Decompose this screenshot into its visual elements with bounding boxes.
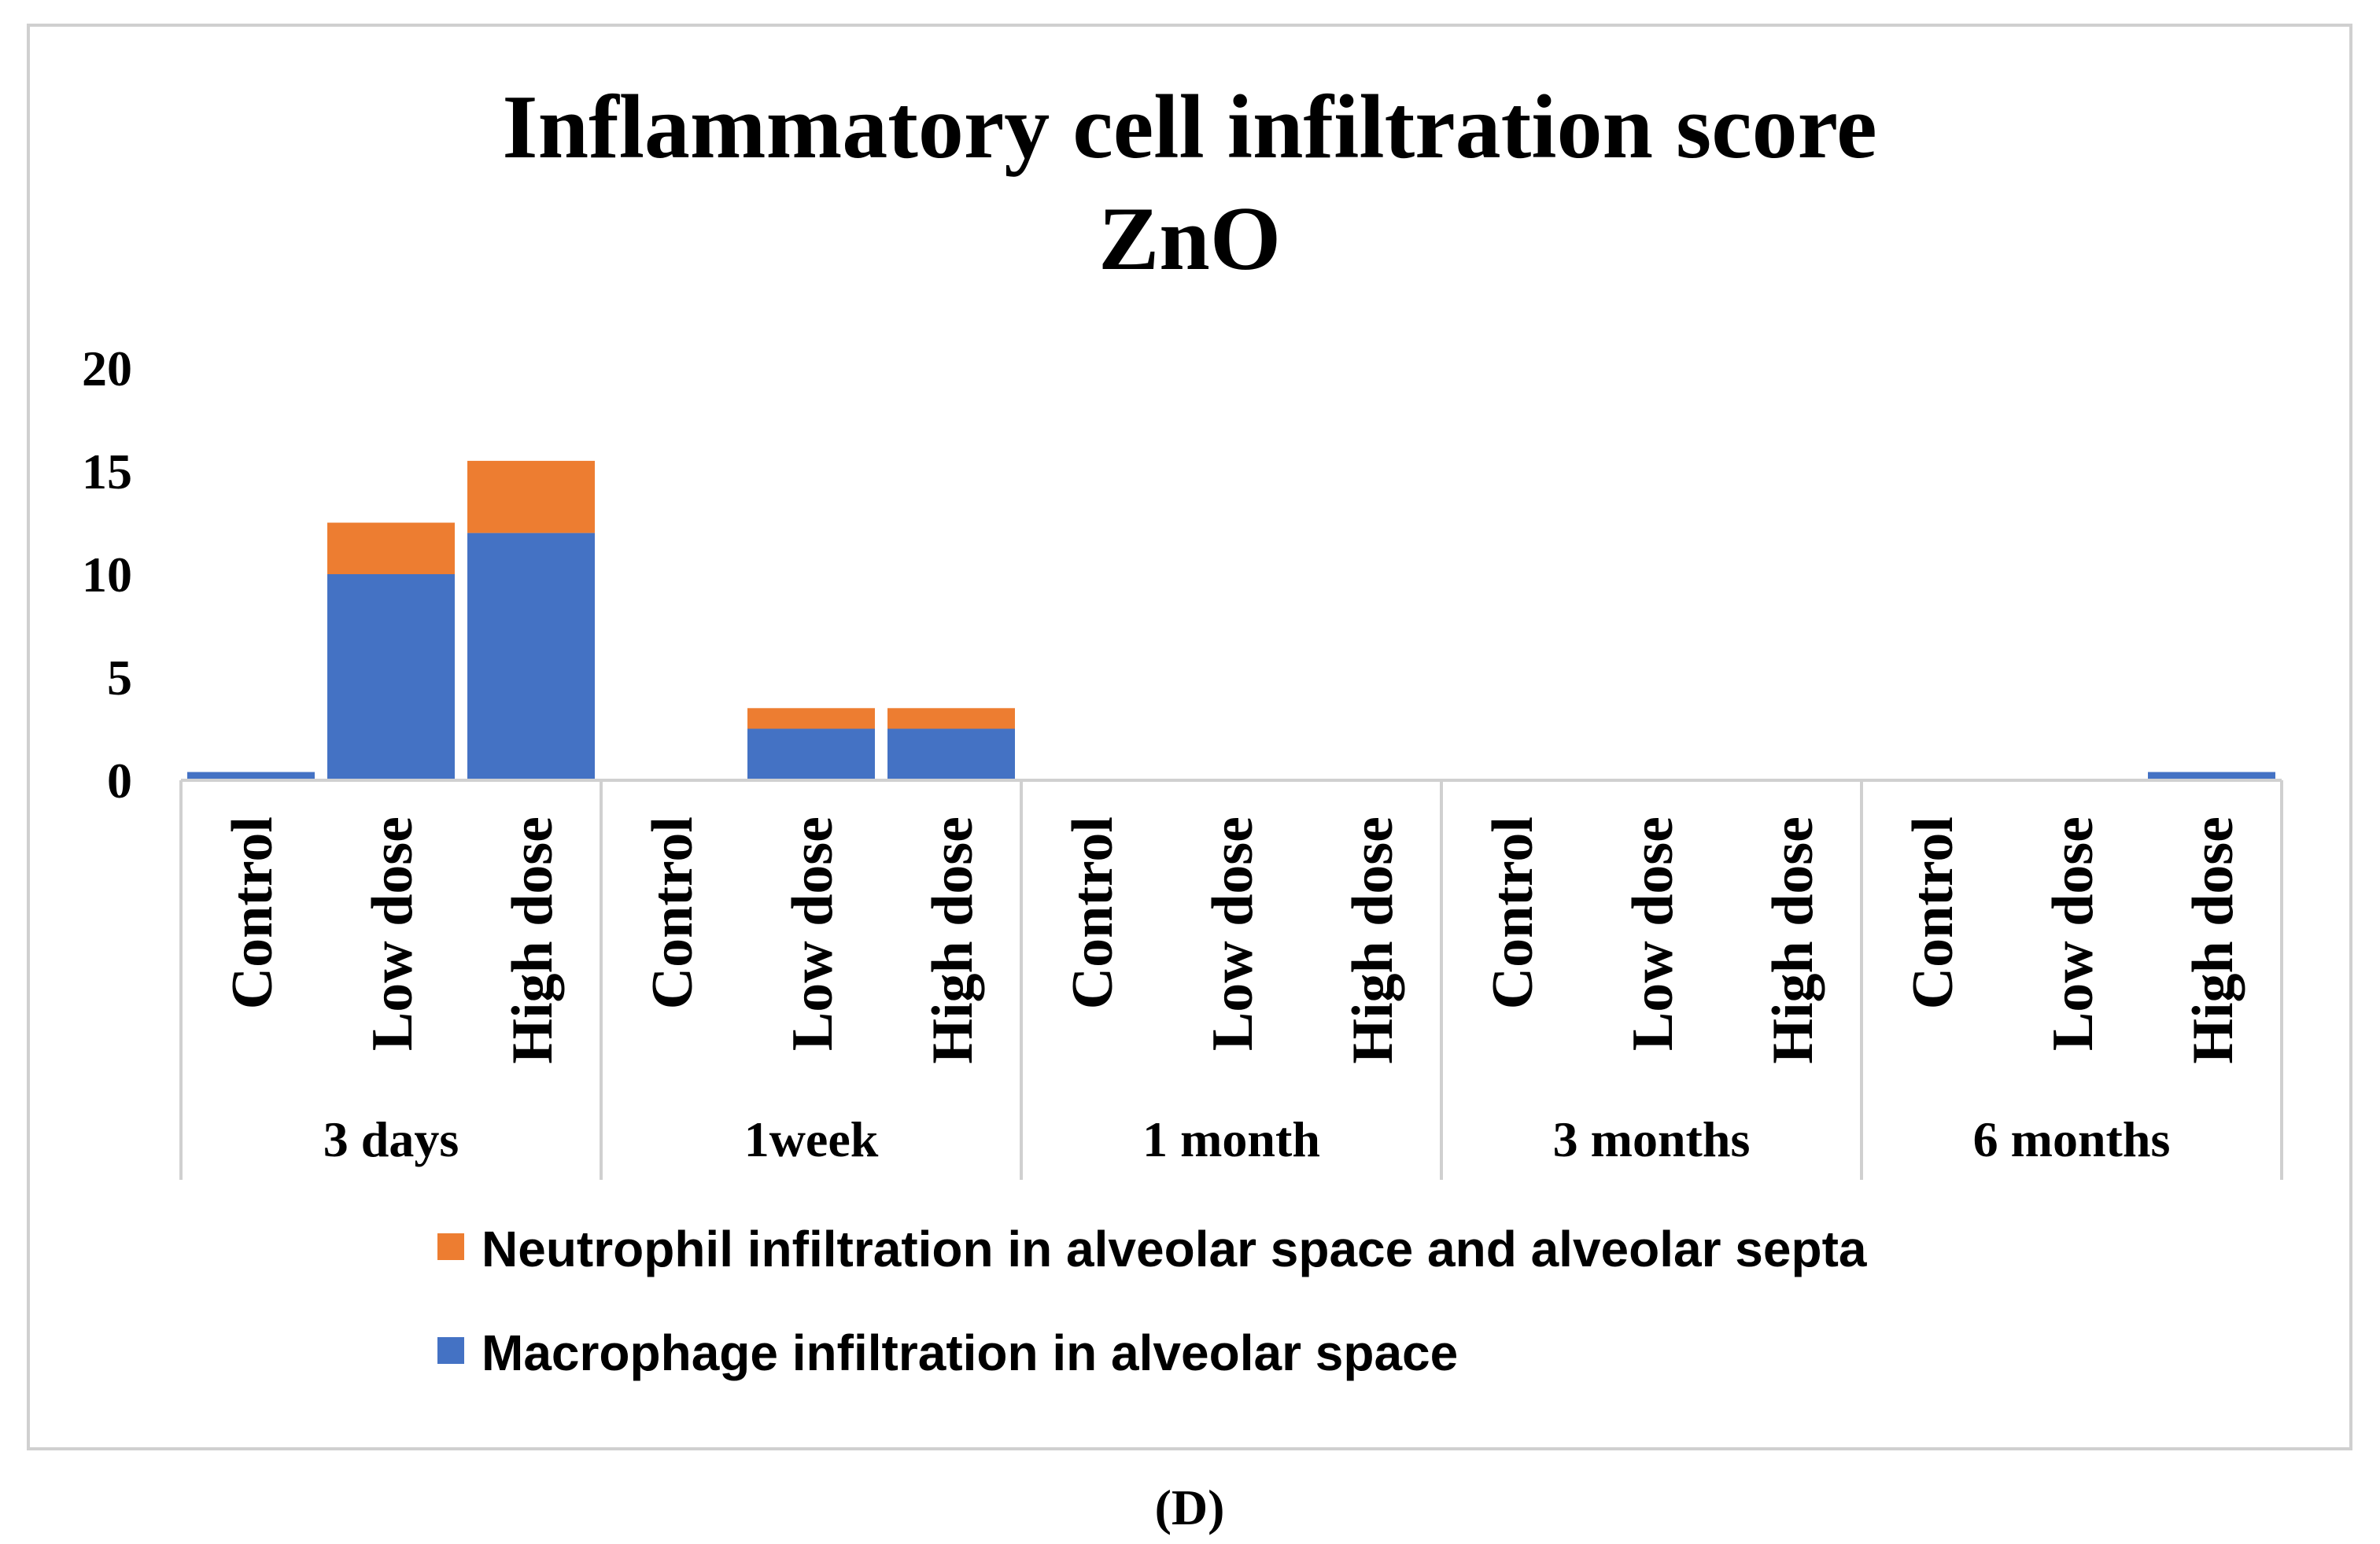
bar-segment bbox=[327, 574, 455, 780]
category-label: High dose bbox=[1341, 816, 1405, 1064]
figure-caption: (D) bbox=[1155, 1480, 1225, 1535]
group-label: 3 months bbox=[1553, 1111, 1751, 1167]
category-label: Low dose bbox=[2041, 816, 2105, 1051]
bar-segment bbox=[467, 532, 595, 780]
bar-segment bbox=[887, 728, 1015, 780]
group-label: 1week bbox=[744, 1111, 879, 1167]
category-label: Low dose bbox=[1201, 816, 1265, 1051]
category-label: Control bbox=[640, 816, 705, 1009]
legend-swatch bbox=[437, 1337, 464, 1364]
category-label: High dose bbox=[921, 816, 985, 1064]
group-label: 3 days bbox=[323, 1111, 459, 1167]
bar-segment bbox=[747, 708, 875, 729]
legend-label: Macrophage infiltration in alveolar spac… bbox=[482, 1325, 1458, 1381]
category-label: Control bbox=[1481, 816, 1545, 1009]
category-label: High dose bbox=[1761, 816, 1825, 1064]
bar-segment bbox=[2148, 772, 2275, 780]
bars bbox=[187, 460, 2275, 780]
bar-segment bbox=[467, 460, 595, 533]
group-label: 6 months bbox=[1973, 1111, 2171, 1167]
category-label: Control bbox=[220, 816, 285, 1009]
chart-title-group: Inflammatory cell infiltration score ZnO bbox=[502, 77, 1876, 289]
legend: Neutrophil infiltration in alveolar spac… bbox=[437, 1221, 1867, 1381]
category-label: Low dose bbox=[1621, 816, 1685, 1051]
category-label: High dose bbox=[500, 816, 565, 1064]
chart-subtitle: ZnO bbox=[1098, 189, 1281, 289]
y-tick-label: 10 bbox=[82, 547, 132, 602]
bar-segment bbox=[327, 522, 455, 574]
category-label: Control bbox=[1901, 816, 1965, 1009]
category-label: High dose bbox=[2181, 816, 2245, 1064]
group-label: 1 month bbox=[1142, 1111, 1320, 1167]
x-axis: Control Low dose High dose Control Low dose H… bbox=[179, 779, 2283, 1180]
chart-title: Inflammatory cell infiltration score bbox=[502, 77, 1876, 178]
y-axis: 0 5 10 15 20 bbox=[82, 341, 132, 809]
bar-segment bbox=[187, 772, 315, 780]
y-tick-label: 5 bbox=[107, 650, 132, 706]
y-tick-label: 15 bbox=[82, 444, 132, 499]
category-label: Control bbox=[1061, 816, 1125, 1009]
legend-label: Neutrophil infiltration in alveolar spac… bbox=[482, 1221, 1867, 1277]
bar-segment bbox=[887, 708, 1015, 729]
y-tick-label: 20 bbox=[82, 341, 132, 396]
category-label: Low dose bbox=[360, 816, 425, 1051]
category-label: Low dose bbox=[780, 816, 845, 1051]
legend-swatch bbox=[437, 1233, 464, 1260]
bar-segment bbox=[747, 728, 875, 780]
y-tick-label: 0 bbox=[107, 753, 132, 809]
